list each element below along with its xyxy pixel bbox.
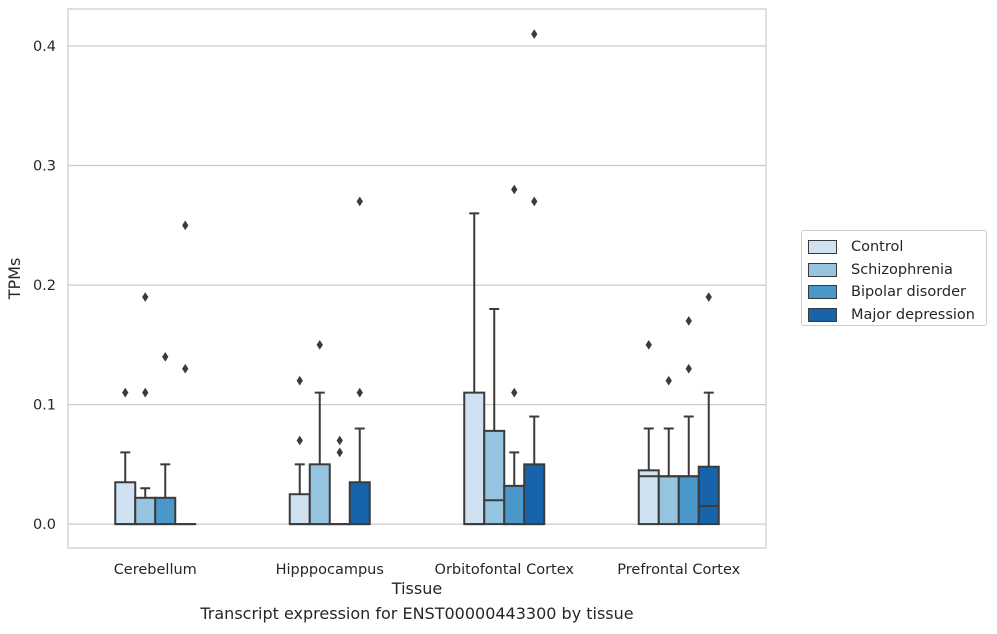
outlier-point bbox=[705, 292, 712, 302]
y-tick-label: 0.3 bbox=[33, 159, 56, 175]
box-body bbox=[697, 465, 720, 526]
outlier-point bbox=[142, 292, 149, 302]
legend-label: Major depression bbox=[851, 306, 975, 323]
box-body bbox=[114, 481, 137, 526]
legend: Control Schizophrenia Bipolar disorder Majo… bbox=[801, 230, 987, 326]
box-1-1 bbox=[308, 339, 331, 526]
legend-label: Schizophrenia bbox=[851, 261, 953, 278]
box-0-0 bbox=[114, 387, 137, 526]
outlier-point bbox=[336, 447, 343, 458]
box-0-3 bbox=[174, 220, 197, 526]
outlier-point bbox=[356, 196, 363, 207]
outlier-point bbox=[122, 387, 129, 398]
y-tick-label: 0.0 bbox=[33, 517, 56, 533]
outlier-point bbox=[336, 435, 343, 446]
outlier-point bbox=[162, 351, 169, 362]
legend-label: Control bbox=[851, 239, 904, 256]
outlier-point bbox=[356, 387, 363, 398]
outlier-point bbox=[511, 184, 518, 195]
outlier-point bbox=[531, 196, 538, 207]
outlier-point bbox=[645, 339, 652, 350]
box-0-2 bbox=[154, 351, 177, 526]
box-3-1 bbox=[657, 375, 680, 526]
box-body bbox=[308, 463, 331, 526]
outlier-point bbox=[685, 316, 692, 326]
grid-lines bbox=[68, 45, 766, 525]
legend-label: Bipolar disorder bbox=[851, 284, 966, 301]
x-tick-label: Prefrontal Cortex bbox=[617, 562, 740, 578]
box-body bbox=[523, 463, 546, 526]
legend-item: Bipolar disorder bbox=[808, 281, 986, 304]
y-tick-labels: 0.0 0.1 0.2 0.3 0.4 bbox=[33, 39, 56, 533]
box-3-3 bbox=[697, 292, 720, 526]
chart-caption: Transcript expression for ENST0000044330… bbox=[200, 604, 634, 623]
outlier-point bbox=[316, 339, 323, 350]
box-2-1 bbox=[483, 307, 506, 526]
legend-item: Schizophrenia bbox=[808, 259, 986, 282]
box-body bbox=[288, 493, 311, 526]
x-axis-label: Tissue bbox=[391, 579, 442, 598]
y-tick-label: 0.4 bbox=[33, 39, 56, 55]
outlier-point bbox=[296, 375, 303, 386]
box-body bbox=[657, 475, 680, 526]
box-body bbox=[677, 475, 700, 526]
y-tick-label: 0.1 bbox=[33, 398, 56, 414]
outlier-point bbox=[665, 375, 672, 386]
box-body bbox=[348, 481, 371, 526]
legend-item: Major depression bbox=[808, 304, 986, 327]
x-tick-labels: Cerebellum Hipppocampus Orbitofontal Corte… bbox=[114, 562, 741, 578]
legend-swatch bbox=[808, 240, 837, 255]
legend-swatch bbox=[808, 307, 837, 322]
x-tick-label: Cerebellum bbox=[114, 562, 197, 578]
x-tick-label: Orbitofontal Cortex bbox=[435, 562, 575, 578]
outlier-point bbox=[182, 363, 189, 374]
box-1-2 bbox=[328, 435, 351, 526]
box-body bbox=[154, 496, 177, 526]
box-3-0 bbox=[637, 339, 660, 526]
outlier-point bbox=[182, 220, 189, 231]
outlier-point bbox=[296, 435, 303, 446]
box-body bbox=[637, 469, 660, 526]
box-1-0 bbox=[288, 375, 311, 526]
box-1-3 bbox=[348, 196, 371, 526]
y-tick-label: 0.2 bbox=[33, 278, 56, 294]
box-layer bbox=[114, 29, 720, 526]
box-2-0 bbox=[463, 212, 486, 526]
box-body bbox=[503, 484, 526, 526]
x-tick-label: Hipppocampus bbox=[276, 562, 384, 578]
box-3-2 bbox=[677, 316, 700, 526]
box-body bbox=[134, 496, 157, 526]
box-body bbox=[463, 391, 486, 526]
legend-item: Control bbox=[808, 236, 986, 259]
legend-swatch bbox=[808, 285, 837, 300]
box-body bbox=[483, 429, 506, 526]
legend-swatch bbox=[808, 262, 837, 277]
box-0-1 bbox=[134, 292, 157, 526]
outlier-point bbox=[142, 387, 149, 398]
outlier-point bbox=[685, 363, 692, 374]
outlier-point bbox=[531, 29, 538, 39]
plot-frame bbox=[67, 8, 767, 549]
outlier-point bbox=[511, 387, 518, 398]
y-axis-label: TPMs bbox=[5, 258, 24, 301]
box-2-3 bbox=[523, 29, 546, 526]
box-2-2 bbox=[503, 184, 526, 526]
